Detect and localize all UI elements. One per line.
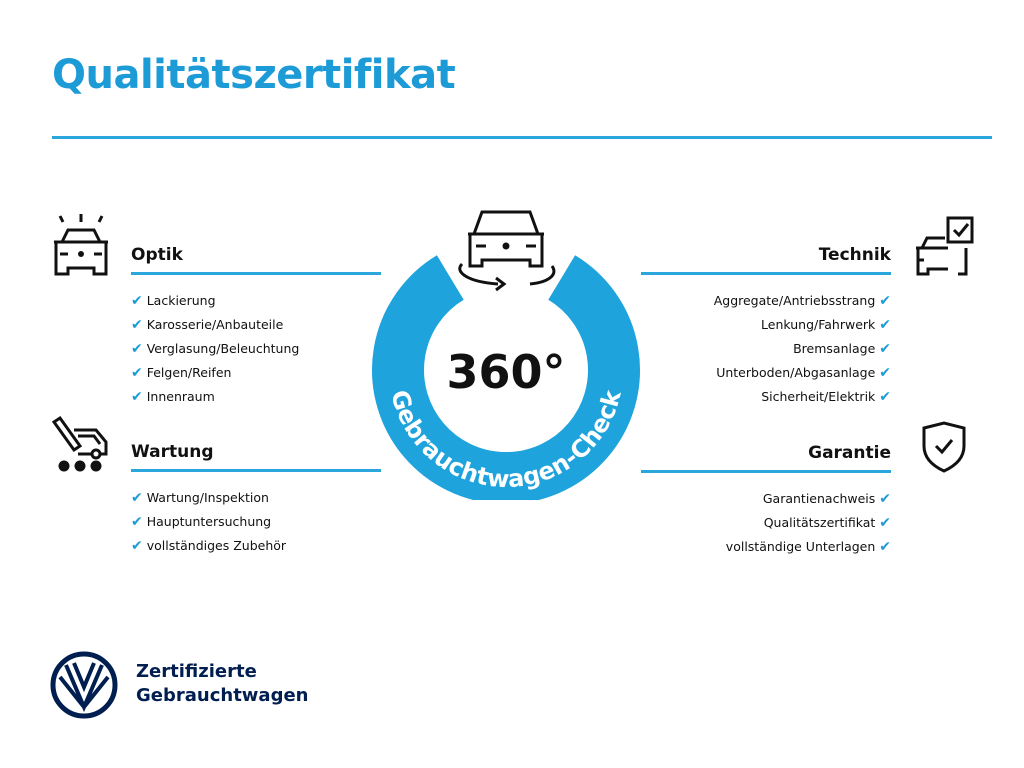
list-item: Unterboden/Abgasanlage ✔ — [716, 365, 891, 381]
section-garantie: Garantie Garantienachweis ✔ Qualitätszer… — [641, 440, 891, 559]
car-rotate-icon — [458, 210, 556, 292]
service-van-tool-icon — [51, 415, 108, 472]
shield-check-icon — [922, 421, 966, 473]
360-check-badge: Gebrauchtwagen-Check 360° — [372, 210, 640, 500]
check-icon: ✔ — [131, 538, 143, 554]
title-divider — [52, 136, 992, 139]
check-icon: ✔ — [131, 293, 143, 309]
check-icon: ✔ — [879, 317, 891, 333]
section-technik: Technik Aggregate/Antriebsstrang ✔ Lenku… — [641, 242, 891, 409]
check-icon: ✔ — [879, 389, 891, 405]
list-item: Lenkung/Fahrwerk ✔ — [761, 317, 891, 333]
check-icon: ✔ — [879, 515, 891, 531]
list-item: ✔ Lackierung — [131, 293, 216, 309]
car-checkbox-icon — [916, 216, 974, 276]
section-title: Technik — [818, 245, 891, 265]
car-lights-icon — [54, 214, 108, 276]
section-title: Optik — [131, 245, 183, 265]
check-icon: ✔ — [131, 490, 143, 506]
list-item: Qualitätszertifikat ✔ — [763, 515, 891, 531]
section-divider — [641, 272, 891, 275]
check-icon: ✔ — [131, 341, 143, 357]
list-item: ✔ Hauptuntersuchung — [131, 514, 272, 530]
list-item: ✔ Innenraum — [131, 389, 215, 405]
ring-arc — [372, 255, 640, 500]
list-item: ✔ Felgen/Reifen — [131, 365, 232, 381]
brand-line-1: Zertifizierte — [136, 661, 257, 682]
brand-name: Zertifizierte Gebrauchtwagen — [136, 660, 308, 708]
list-item: ✔ vollständiges Zubehör — [131, 538, 287, 554]
brand-line-2: Gebrauchtwagen — [136, 685, 309, 706]
section-optik: Optik ✔ Lackierung ✔ Karosserie/Anbautei… — [131, 242, 381, 409]
section-title: Wartung — [131, 442, 214, 462]
list-item: Garantienachweis ✔ — [762, 491, 891, 507]
list-item: Sicherheit/Elektrik ✔ — [761, 389, 891, 405]
list-item: ✔ Karosserie/Anbauteile — [131, 317, 284, 333]
vw-logo-icon — [50, 651, 118, 719]
section-divider — [641, 470, 891, 473]
degrees-label: 360° — [446, 345, 565, 399]
section-divider — [131, 272, 381, 275]
check-icon: ✔ — [131, 389, 143, 405]
list-item: Aggregate/Antriebsstrang ✔ — [713, 293, 891, 309]
check-icon: ✔ — [879, 539, 891, 555]
check-icon: ✔ — [131, 365, 143, 381]
check-icon: ✔ — [131, 317, 143, 333]
page-title: Qualitätszertifikat — [52, 52, 456, 98]
check-icon: ✔ — [879, 365, 891, 381]
check-icon: ✔ — [131, 514, 143, 530]
section-wartung: Wartung ✔ Wartung/Inspektion ✔ Hauptunte… — [131, 439, 381, 558]
list-item: Bremsanlage ✔ — [793, 341, 891, 357]
section-title: Garantie — [808, 443, 891, 463]
list-item: ✔ Verglasung/Beleuchtung — [131, 341, 300, 357]
check-icon: ✔ — [879, 491, 891, 507]
check-icon: ✔ — [879, 341, 891, 357]
check-icon: ✔ — [879, 293, 891, 309]
list-item: vollständige Unterlagen ✔ — [725, 539, 891, 555]
list-item: ✔ Wartung/Inspektion — [131, 490, 269, 506]
section-divider — [131, 469, 381, 472]
